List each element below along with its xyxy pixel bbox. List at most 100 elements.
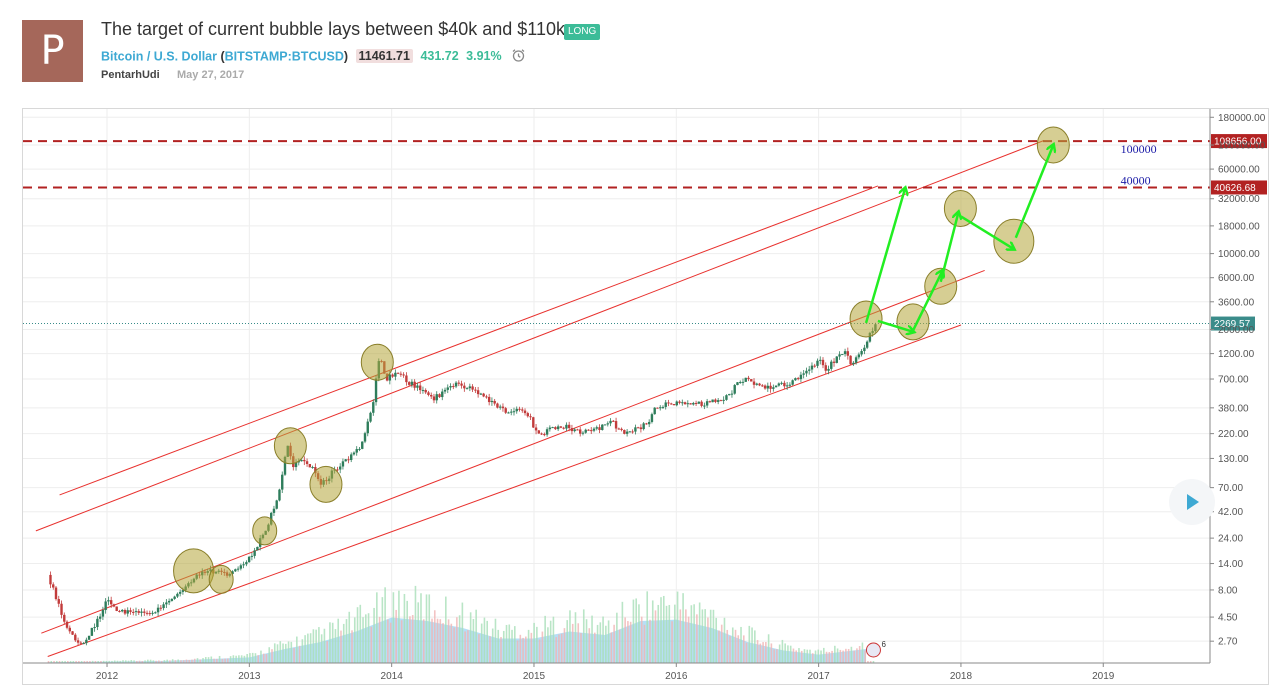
candle-body xyxy=(841,354,844,356)
volume-bar xyxy=(839,649,842,663)
volume-bar xyxy=(315,629,317,663)
volume-bar xyxy=(260,650,262,663)
symbol-code-link[interactable]: BITSTAMP:BTCUSD xyxy=(224,49,344,64)
author-avatar[interactable]: P xyxy=(22,20,83,82)
candle-body xyxy=(344,459,347,462)
symbol-name-link[interactable]: Bitcoin / U.S. Dollar xyxy=(101,49,217,64)
candle-body xyxy=(603,424,607,426)
volume-bar xyxy=(75,661,77,663)
volume-bar xyxy=(607,620,610,663)
price-chart[interactable]: 108656.00 100000 40626.68 40000 2269.57 1800… xyxy=(23,109,1268,684)
candle-body xyxy=(645,423,648,425)
candle-body xyxy=(579,429,582,434)
volume-bar xyxy=(249,653,251,663)
x-tick-label: 2013 xyxy=(238,671,261,682)
candle-body xyxy=(708,401,712,403)
volume-bar xyxy=(820,650,822,663)
volume-bar xyxy=(773,649,775,663)
volume-bar xyxy=(698,602,701,663)
idea-title: The target of current bubble lays betwee… xyxy=(101,19,565,39)
volume-bar xyxy=(64,661,66,663)
candle-body xyxy=(65,621,69,628)
candle-body xyxy=(672,404,676,406)
volume-bar xyxy=(536,626,538,663)
volume-bar xyxy=(378,616,381,663)
candle-body xyxy=(441,391,444,398)
volume-bar xyxy=(53,661,55,663)
volume-bar xyxy=(825,651,828,663)
volume-bar xyxy=(734,629,737,663)
volume-bar xyxy=(480,623,483,663)
x-tick-label: 2016 xyxy=(665,671,688,682)
candle-body xyxy=(614,421,618,429)
volume-bar xyxy=(276,644,279,663)
candle-body xyxy=(587,429,590,431)
candle-body xyxy=(647,421,651,425)
y-tick-label: 3600.00 xyxy=(1218,297,1255,308)
volume-bar xyxy=(447,619,450,663)
volume-bar xyxy=(525,636,527,663)
volume-bar xyxy=(353,617,356,663)
candle-body xyxy=(121,609,124,612)
volume-bar xyxy=(417,602,420,663)
volume-bar xyxy=(674,604,676,663)
volume-bar xyxy=(89,661,91,663)
candle-body xyxy=(537,430,541,434)
candle-body xyxy=(642,423,645,430)
channel-line xyxy=(59,185,879,496)
candle-body xyxy=(457,382,461,384)
replay-button[interactable] xyxy=(1169,479,1215,525)
current-price-label: 2269.57 xyxy=(1214,319,1251,330)
candle-body xyxy=(625,431,629,434)
candle-body xyxy=(460,383,463,386)
volume-bar xyxy=(257,655,260,663)
volume-bar xyxy=(218,655,221,663)
volume-bar xyxy=(72,661,75,663)
volume-bar xyxy=(519,634,522,663)
candle-body xyxy=(82,643,85,645)
candle-body xyxy=(490,400,494,403)
alarm-clock-icon[interactable] xyxy=(511,48,526,66)
candle-body xyxy=(683,402,687,405)
candle-body xyxy=(752,381,756,385)
volume-bar xyxy=(202,658,204,663)
candle-body xyxy=(609,420,612,424)
candle-body xyxy=(780,382,783,384)
volume-bar xyxy=(467,630,469,663)
volume-bar xyxy=(563,628,566,663)
volume-bar xyxy=(778,644,781,663)
chart-panel[interactable]: 108656.00 100000 40626.68 40000 2269.57 1800… xyxy=(22,108,1269,685)
volume-bar xyxy=(726,629,729,663)
candle-body xyxy=(846,351,850,356)
candle-body xyxy=(156,607,160,613)
candle-body xyxy=(772,387,775,389)
candle-body xyxy=(670,403,673,405)
volume-bar xyxy=(86,661,88,663)
candle-body xyxy=(60,603,63,615)
volume-bar xyxy=(265,654,268,663)
volume-bar xyxy=(453,627,455,663)
candle-body xyxy=(369,412,372,422)
volume-bar xyxy=(387,619,389,663)
candle-body xyxy=(703,405,706,407)
candle-body xyxy=(424,389,427,393)
volume-bar xyxy=(340,630,342,663)
author-name[interactable]: PentarhUdi xyxy=(101,69,160,81)
candle-body xyxy=(744,377,747,382)
candle-body xyxy=(774,385,778,388)
volume-bar xyxy=(138,660,141,663)
candle-body xyxy=(154,612,157,614)
candles xyxy=(49,322,877,646)
candle-body xyxy=(126,610,129,614)
volume-bar xyxy=(627,621,629,663)
volume-bar xyxy=(836,648,839,663)
volume-bar xyxy=(798,648,800,663)
candle-body xyxy=(465,388,469,390)
candle-body xyxy=(236,568,240,570)
volume-bar xyxy=(850,646,853,663)
target-annotation: 40000 xyxy=(1121,173,1151,187)
candle-body xyxy=(678,401,681,403)
candle-body xyxy=(98,616,102,619)
volume-bar xyxy=(191,659,193,663)
candle-body xyxy=(733,385,736,394)
